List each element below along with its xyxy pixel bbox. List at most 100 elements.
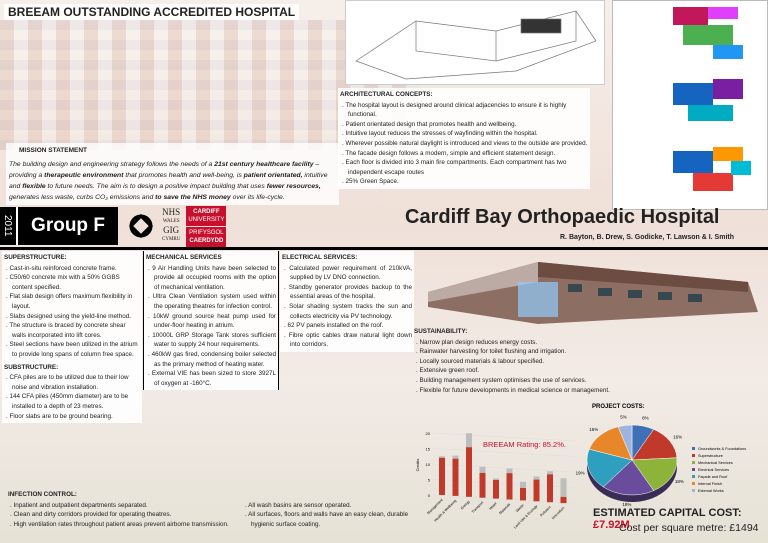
section-heading: SUBSTRUCTURE: <box>4 363 59 371</box>
list-item: C50/60 concrete mix with a 50% GGBS cont… <box>4 273 140 292</box>
infection-control-section: INFECTION CONTROL: Inpatient and outpati… <box>8 490 428 529</box>
pie-slice <box>631 457 678 491</box>
bar-available <box>493 478 499 480</box>
mechanical-section: MECHANICAL SERVICES 9 Air Handling Units … <box>143 251 279 391</box>
section-heading: INFECTION CONTROL: <box>8 491 77 498</box>
bar-available <box>560 478 567 497</box>
mission-fragment: therapeutic environment <box>44 172 124 179</box>
slice-label: 16% <box>673 434 682 439</box>
list-item: Standby generator provides backup to the… <box>282 283 412 302</box>
mission-fragment: to future needs. The aim is to design a … <box>45 183 267 190</box>
electrical-section: ELECTRICAL SERVICES: Calculated power req… <box>280 251 414 352</box>
bar-achieved <box>466 447 472 497</box>
list-item: 10kW ground source heat pump used for un… <box>146 312 276 331</box>
section-heading: SUSTAINABILITY: <box>414 328 468 335</box>
pie-slice <box>631 429 678 461</box>
architectural-sketch <box>345 0 605 85</box>
list-item: 9 Air Handling Units have been selected … <box>146 264 276 293</box>
mission-fragment: intuitive and <box>9 172 328 190</box>
slice-label: 15% <box>589 427 598 432</box>
legend-swatch <box>692 489 695 492</box>
hospital-3d-render <box>418 252 768 324</box>
pie-slice <box>602 459 655 496</box>
x-tick-label: Transport <box>471 501 484 514</box>
nhs-wales-logo: NHS WALES GIG CYMRU <box>162 207 181 243</box>
x-tick-label: Water <box>488 501 498 511</box>
gridline <box>432 448 576 457</box>
list-item: Clean and dirty corridors provided for o… <box>8 510 243 520</box>
legend-swatch <box>692 482 695 485</box>
y-tick-label: 10 <box>426 462 431 467</box>
list-item: Rainwater harvesting for toilet flushing… <box>414 347 614 357</box>
legend-label: Internal Finish <box>698 482 722 486</box>
bar-available <box>520 481 526 488</box>
list-item: 10000L GRP Storage Tank stores sufficien… <box>146 331 276 350</box>
group-band: 2011 Group F NHS WALES GIG CYMRU CARDIFF UNI… <box>0 205 340 247</box>
slice-label: 19% <box>622 502 631 506</box>
bar-achieved <box>452 458 459 496</box>
bar-available <box>466 433 472 448</box>
list-item: Wherever possible natural daylight is in… <box>340 139 588 149</box>
legend-swatch <box>692 461 695 464</box>
legend-swatch <box>692 468 695 471</box>
list-item: The structure is braced by concrete shea… <box>4 321 140 340</box>
section-heading: SUPERSTRUCTURE: <box>4 254 67 261</box>
bar-achieved <box>520 488 526 501</box>
list-item: Flexible for future developments in medi… <box>414 386 614 396</box>
y-tick-label: 20 <box>426 431 431 436</box>
mission-fragment: that promotes health and well-being, is <box>123 172 244 179</box>
chart-title: BREEAM Rating: 85.2%. <box>483 440 566 449</box>
x-tick-label: Innovation <box>551 506 565 520</box>
legend-label: Façade and Roof <box>698 475 728 479</box>
list-item: Slabs designed using the yield-line meth… <box>4 312 140 322</box>
list-item: The hospital layout is designed around c… <box>340 101 588 120</box>
list-item: Steel sections have been utilized in the… <box>4 340 140 359</box>
y-tick-label: 15 <box>426 447 431 452</box>
y-tick-label: 5 <box>428 478 431 483</box>
list-item: Flat slab design offers maximum flexibil… <box>4 292 140 311</box>
list-item: External VIE has been sized to store 392… <box>146 369 276 388</box>
bar-achieved <box>479 472 486 498</box>
slice-label: 18% <box>675 479 684 484</box>
bar-available <box>506 468 513 474</box>
mission-text: The building design and engineering stra… <box>9 159 336 203</box>
mission-fragment: over its life-cycle. <box>230 194 285 201</box>
legend-swatch <box>692 454 695 457</box>
superstructure-section: SUPERSTRUCTURE: Cast-in-situ reinforced c… <box>2 251 142 424</box>
list-item: High ventilation rates throughout patien… <box>8 520 243 530</box>
list-item: 62 PV panels installed on the roof. <box>282 321 412 331</box>
legend-label: Electrical Services <box>698 468 729 472</box>
group-name: Group F <box>18 207 118 245</box>
list-item: All wash basins are sensor operated. <box>243 501 418 511</box>
bar-achieved <box>533 479 540 502</box>
list-item: The facade design follows a modern, simp… <box>340 149 588 159</box>
bar-available <box>533 476 540 480</box>
slice-label: 19% <box>576 470 585 475</box>
list-item: Cast-in-situ reinforced concrete frame. <box>4 264 140 274</box>
list-item: Fibre optic cables draw natural light do… <box>282 331 412 350</box>
list-item: Solar shading system tracks the sun and … <box>282 302 412 321</box>
x-tick-label: Energy <box>460 500 471 511</box>
mission-fragment: – providing a <box>9 161 320 179</box>
chart-title: PROJECT COSTS: <box>592 404 645 410</box>
pie-slice <box>617 424 633 461</box>
mission-fragment: The building design and engineering stra… <box>9 161 215 168</box>
mission-fragment: fewer resources, <box>266 183 321 190</box>
sustainability-section: SUSTAINABILITY: Narrow plan design reduce… <box>414 327 614 395</box>
y-tick-label: 0 <box>428 493 431 498</box>
cardiff-university-logo: CARDIFF UNIVERSITY PRIFYSGOL CAERDYDD <box>186 205 227 247</box>
legend-label: Superstructure <box>698 454 723 458</box>
legend-swatch <box>692 447 695 450</box>
project-authors: R. Bayton, B. Drew, S. Godicke, T. Lawso… <box>560 234 734 241</box>
mission-fragment: flexible <box>22 183 46 190</box>
x-tick-label: Materials <box>498 502 511 515</box>
divider <box>0 247 768 250</box>
mission-fragment: patient orientated, <box>243 172 303 179</box>
x-tick-label: Pollution <box>539 505 551 517</box>
architectural-concepts: ARCHITECTURAL CONCEPTS: The hospital lay… <box>338 88 590 189</box>
list-item: Intuitive layout reduces the stresses of… <box>340 129 588 139</box>
list-item: Extensive green roof. <box>414 366 614 376</box>
section-heading: ARCHITECTURAL CONCEPTS: <box>340 91 433 98</box>
poster-title: BREEAM OUTSTANDING ACCREDITED HOSPITAL <box>4 4 300 20</box>
legend-swatch <box>692 475 695 478</box>
